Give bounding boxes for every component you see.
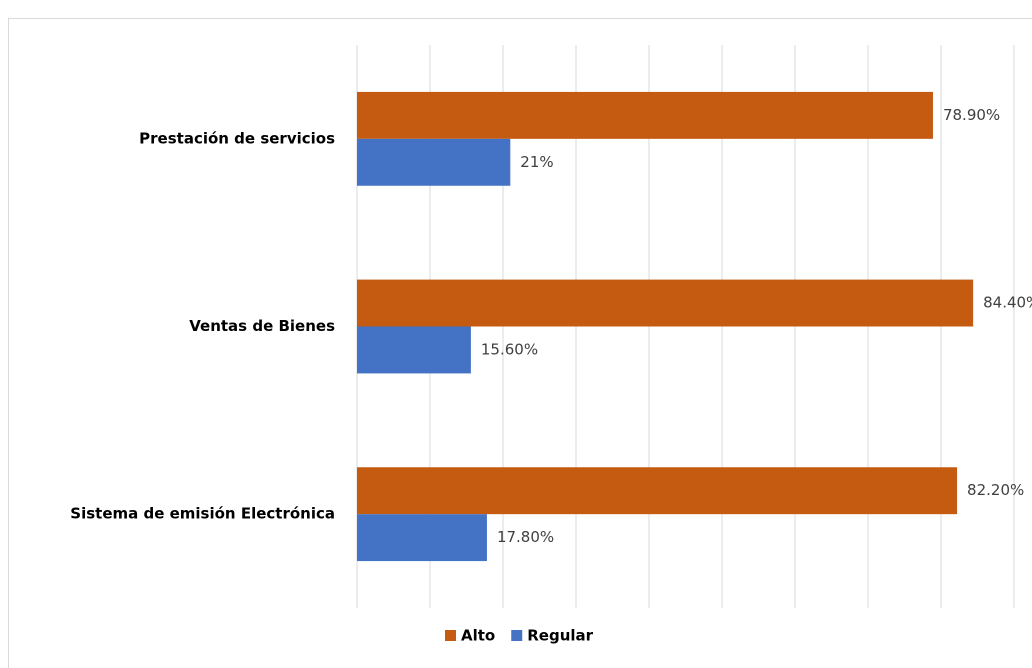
value-label: 84.40% bbox=[983, 294, 1032, 312]
bar bbox=[357, 326, 471, 374]
category-label: Sistema de emisión Electrónica bbox=[70, 505, 335, 523]
category-label: Prestación de servicios bbox=[139, 129, 335, 147]
value-label: 82.20% bbox=[967, 481, 1024, 499]
value-label: 78.90% bbox=[943, 106, 1000, 124]
bar bbox=[357, 514, 487, 562]
legend-swatch bbox=[511, 630, 523, 641]
legend-label: Regular bbox=[527, 627, 593, 645]
value-label: 17.80% bbox=[497, 528, 554, 546]
bar bbox=[357, 91, 933, 139]
legend-swatch bbox=[445, 630, 456, 641]
category-label: Ventas de Bienes bbox=[189, 317, 335, 335]
legend-label: Alto bbox=[461, 627, 495, 645]
bar bbox=[357, 467, 958, 515]
value-label: 15.60% bbox=[481, 340, 538, 358]
value-label: 21% bbox=[520, 153, 553, 171]
bar bbox=[357, 138, 511, 186]
bar bbox=[357, 279, 974, 327]
